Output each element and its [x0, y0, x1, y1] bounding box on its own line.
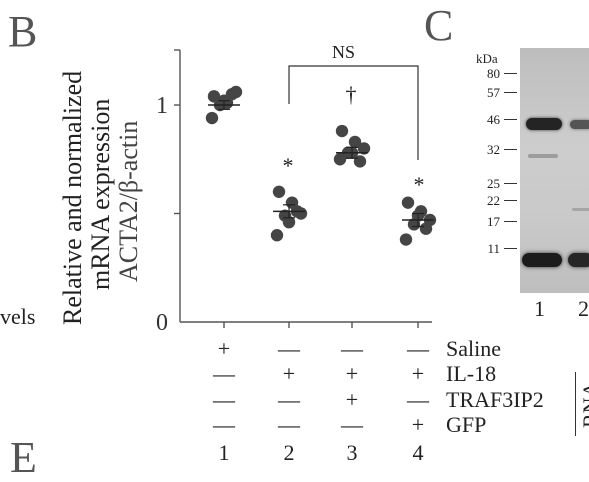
- y-tick-label: 1: [156, 93, 168, 119]
- marker-tick: [504, 221, 517, 222]
- table-cell: —: [213, 387, 235, 412]
- data-point: [419, 222, 433, 235]
- table-row-label-il18: IL-18: [446, 361, 497, 386]
- table-cell: +: [411, 361, 425, 386]
- column-number: 2: [283, 440, 295, 465]
- marker-label: 25: [487, 176, 500, 191]
- data-point: [270, 229, 284, 242]
- table-cell: —: [407, 387, 429, 412]
- table-cell: +: [345, 361, 359, 386]
- y-tick-label: 0: [156, 310, 168, 336]
- data-point: [272, 185, 286, 198]
- blot-band-lane2-faint: [572, 208, 589, 211]
- marker-tick: [504, 149, 517, 150]
- significance-mark-group-2: *: [282, 153, 294, 178]
- blot-band-lane1-11kda: [522, 253, 562, 267]
- significance-mark-group-3: †: [345, 82, 357, 107]
- data-point: [401, 196, 415, 209]
- data-point: [205, 111, 219, 125]
- right-panel-fragment-text: RNA: [578, 381, 589, 428]
- table-cell: —: [278, 336, 300, 361]
- marker-tick: [504, 183, 517, 184]
- marker-label: 22: [487, 193, 500, 208]
- significance-mark-group-4: *: [413, 172, 425, 197]
- table-cell: +: [345, 387, 359, 412]
- table-cell: —: [213, 361, 235, 386]
- data-point: [348, 135, 362, 149]
- column-number: 3: [346, 440, 358, 465]
- table-row-label-traf3ip2: TRAF3IP2: [446, 387, 544, 412]
- marker-label: 11: [487, 241, 500, 256]
- data-point: [282, 215, 296, 229]
- marker-tick: [504, 92, 517, 93]
- marker-tick: [504, 119, 517, 120]
- marker-tick: [504, 73, 517, 74]
- plot-axes: 01: [156, 49, 432, 336]
- data-point: [399, 233, 413, 246]
- group-means: [208, 100, 434, 228]
- table-row-label-saline: Saline: [446, 336, 501, 361]
- table-cell: +: [217, 336, 231, 361]
- blot-band-lane1-32kda: [528, 154, 558, 158]
- western-blot-image: [520, 48, 589, 293]
- table-cell: +: [411, 412, 425, 437]
- ns-bracket-line: [288, 65, 419, 160]
- marker-tick: [504, 200, 517, 201]
- marker-label: 57: [487, 85, 500, 100]
- data-point: [207, 90, 221, 103]
- lane-number-1: 1: [534, 296, 545, 321]
- ns-label: NS: [332, 42, 356, 62]
- marker-label: 80: [487, 66, 500, 81]
- table-cell: —: [407, 336, 429, 361]
- ns-bracket: [288, 65, 419, 160]
- column-number: 4: [412, 440, 424, 465]
- blot-band-lane1-46kda: [526, 118, 562, 130]
- table-row-label-gfp: GFP: [446, 412, 487, 437]
- data-point: [335, 124, 349, 138]
- right-panel-fragment-bracket: [575, 372, 576, 436]
- kda-label: kDa: [476, 51, 498, 66]
- table-cell: —: [278, 387, 300, 412]
- left-panel-fragment-text: vels: [0, 304, 36, 329]
- column-number: 1: [218, 440, 230, 465]
- data-point: [357, 142, 371, 155]
- marker-label: 46: [487, 112, 500, 127]
- table-cell: —: [213, 412, 235, 437]
- table-cell: +: [282, 361, 296, 386]
- data-points: [205, 85, 437, 246]
- table-cell: —: [278, 412, 300, 437]
- blot-band-lane2-46kda: [570, 120, 589, 129]
- blot-band-lane2-11kda: [568, 253, 589, 267]
- table-cell: —: [341, 336, 363, 361]
- panel-b-letter: B: [8, 7, 38, 56]
- marker-tick: [504, 248, 517, 249]
- data-point: [333, 153, 347, 166]
- lane-number-2: 2: [578, 296, 589, 321]
- table-cell: —: [341, 412, 363, 437]
- panel-c-letter: C: [424, 1, 454, 50]
- marker-label: 32: [487, 142, 500, 157]
- panel-e-letter: E: [10, 433, 37, 482]
- marker-label: 17: [487, 214, 500, 229]
